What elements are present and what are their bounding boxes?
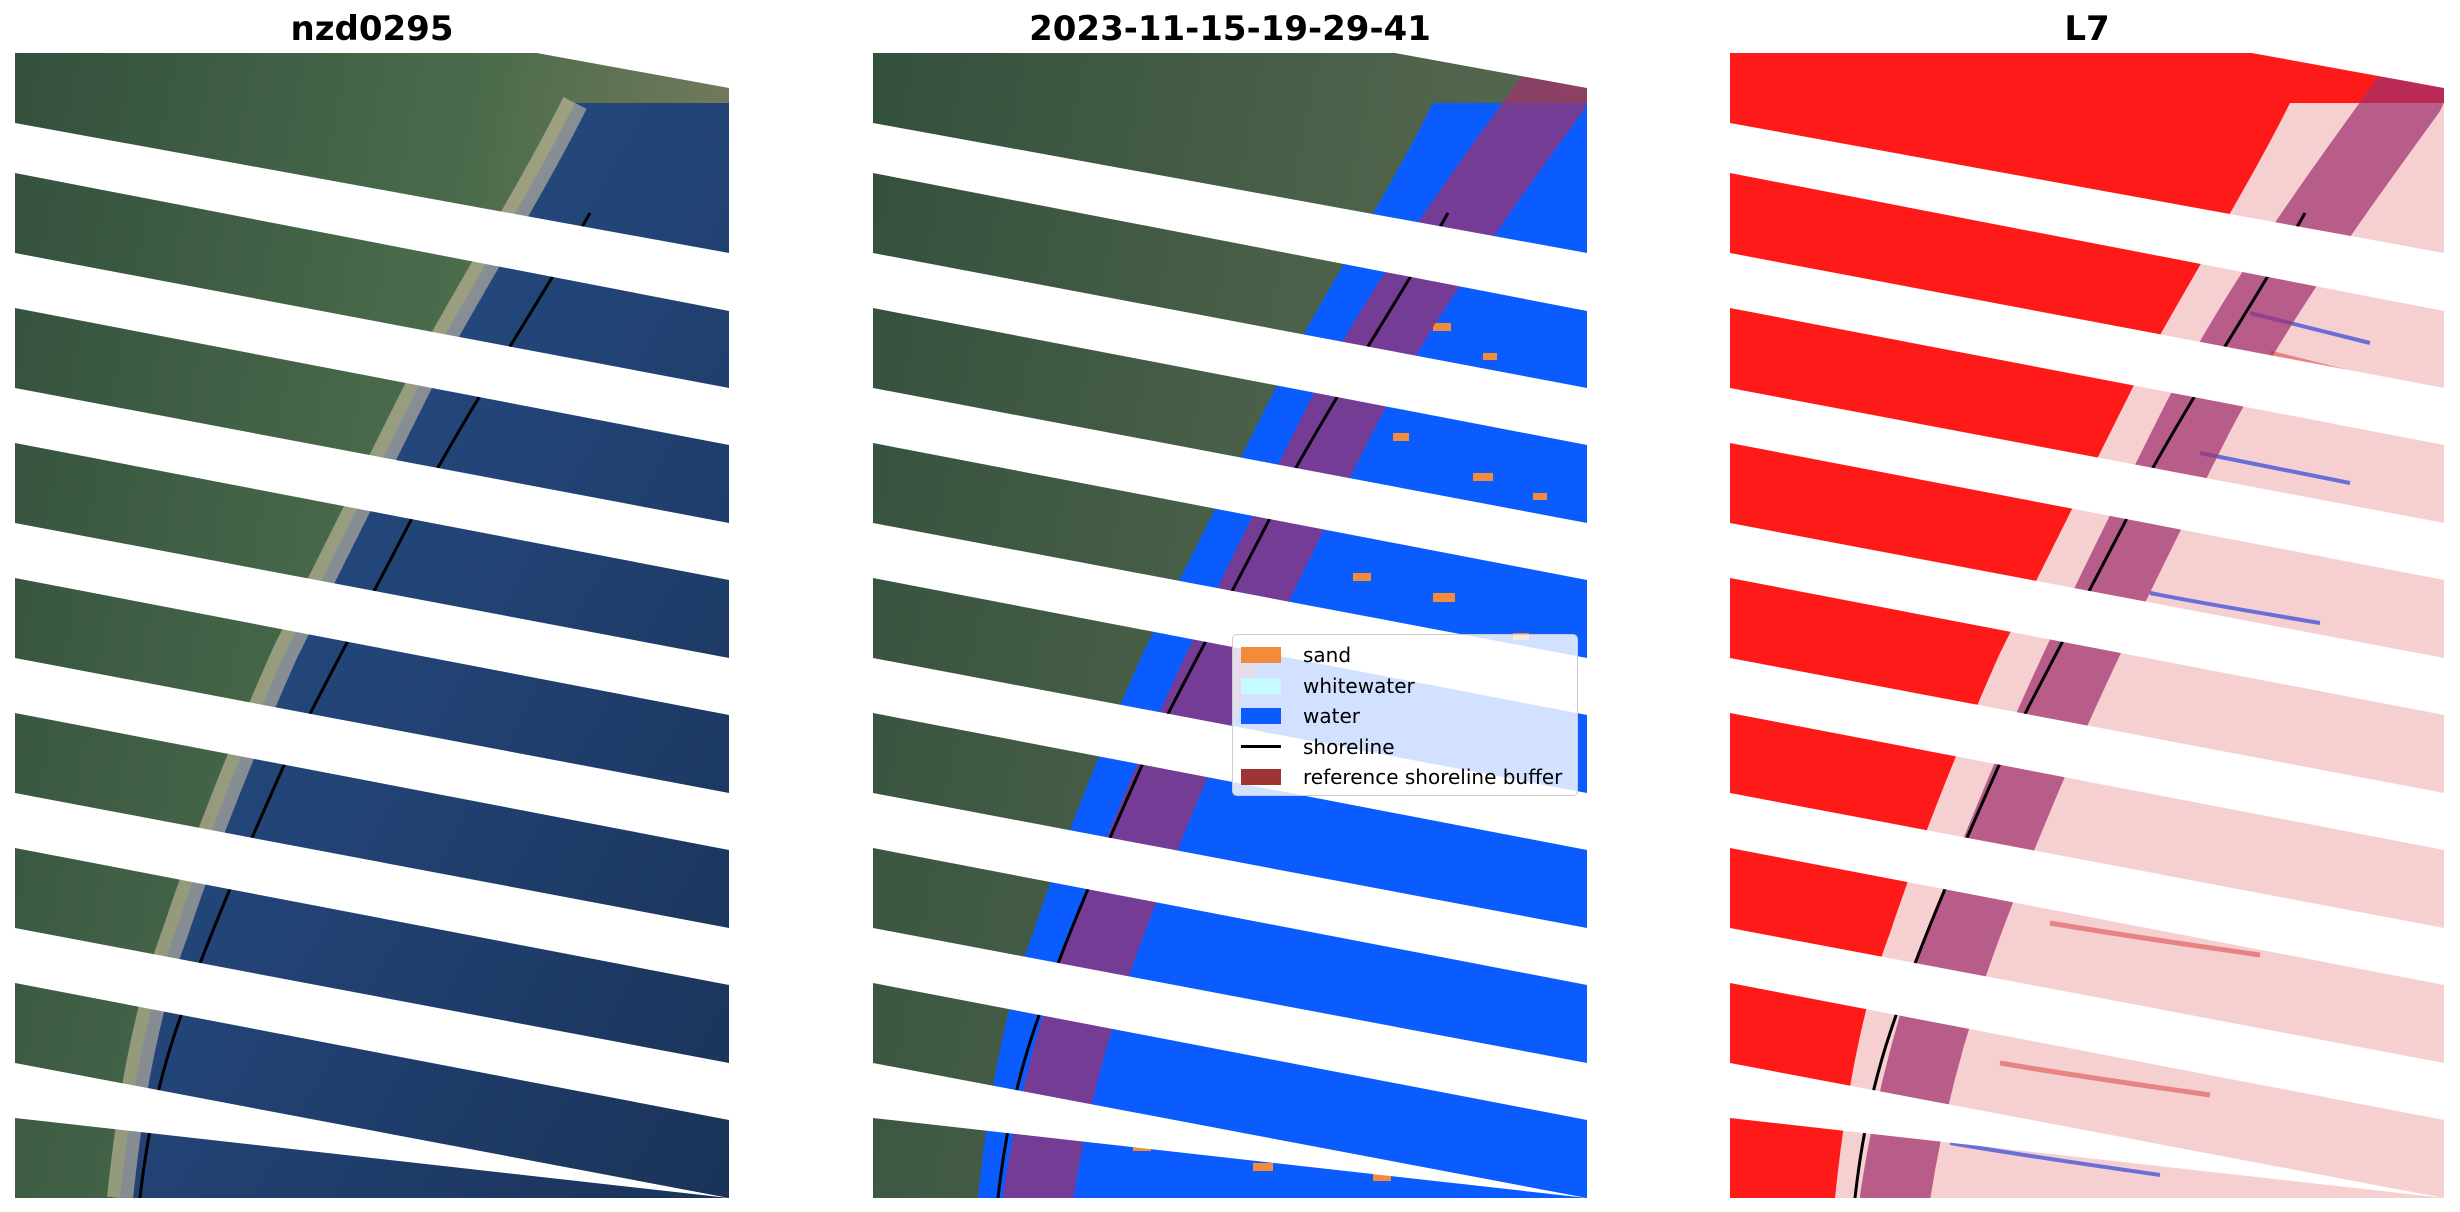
- classified-image: [873, 53, 1587, 1198]
- legend-line-shoreline: [1241, 745, 1281, 749]
- legend-item-water: water: [1241, 701, 1569, 732]
- legend-swatch-buffer: [1241, 769, 1281, 786]
- scan-gap-stripes: [1730, 53, 2444, 1198]
- legend-swatch-whitewater: [1241, 677, 1281, 694]
- scan-gap-stripes: [15, 53, 729, 1198]
- legend-label: reference shoreline buffer: [1303, 765, 1563, 790]
- legend-item-whitewater: whitewater: [1241, 671, 1569, 702]
- legend-label: shoreline: [1303, 734, 1395, 759]
- legend-label: whitewater: [1303, 673, 1415, 698]
- legend-item-shoreline: shoreline: [1241, 732, 1569, 763]
- panel-title-rgb: nzd0295: [290, 9, 454, 49]
- rgb-image-panel: [15, 53, 729, 1198]
- legend-swatch-sand: [1241, 647, 1281, 664]
- rgb-image: [15, 53, 729, 1198]
- panel-title-classified: 2023-11-15-19-29-41: [1029, 9, 1431, 49]
- index-image: [1730, 53, 2444, 1198]
- legend-swatch-water: [1241, 708, 1281, 725]
- classified-image-panel: [873, 53, 1587, 1198]
- index-image-panel: [1730, 53, 2444, 1198]
- legend: sand whitewater water shoreline referenc…: [1232, 634, 1578, 796]
- scan-gap-stripes: [873, 53, 1587, 1198]
- legend-item-sand: sand: [1241, 640, 1569, 671]
- panel-title-index: L7: [2064, 9, 2110, 49]
- legend-label: water: [1303, 704, 1360, 729]
- legend-label: sand: [1303, 643, 1352, 668]
- legend-item-buffer: reference shoreline buffer: [1241, 762, 1569, 793]
